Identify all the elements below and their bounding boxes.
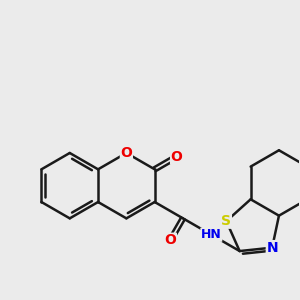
Text: O: O <box>164 233 176 247</box>
Text: O: O <box>171 150 182 164</box>
Text: O: O <box>120 146 132 160</box>
Text: S: S <box>221 214 231 228</box>
Text: HN: HN <box>201 228 222 241</box>
Text: N: N <box>266 241 278 255</box>
